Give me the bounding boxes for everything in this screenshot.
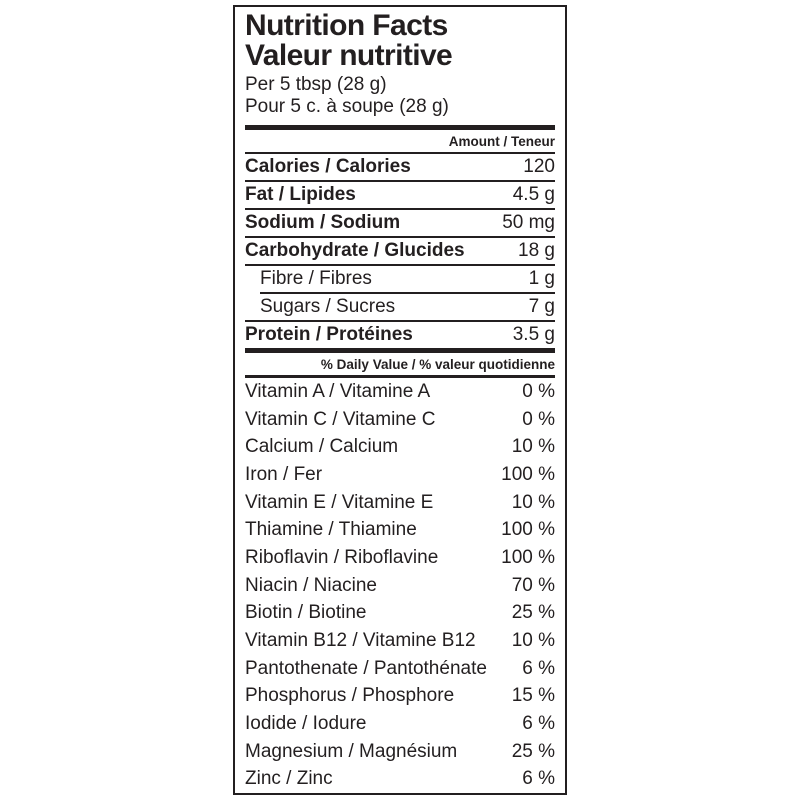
vitamin-row-niacin: Niacin / Niacine 70 % <box>245 572 555 600</box>
vitamin-value: 100 % <box>501 463 555 485</box>
vitamin-label: Vitamin B12 / Vitamine B12 <box>245 629 476 651</box>
vitamin-row-vitamin-a: Vitamin A / Vitamine A 0 % <box>245 378 555 406</box>
vitamin-value: 25 % <box>511 740 555 762</box>
vitamin-label: Zinc / Zinc <box>245 768 333 790</box>
thin-rule <box>245 208 555 210</box>
vitamin-label: Magnesium / Magnésium <box>245 740 458 762</box>
vitamin-label: Pantothenate / Pantothénate <box>245 657 487 679</box>
vitamin-row-pantothenate: Pantothenate / Pantothénate 6 % <box>245 655 555 683</box>
title-english: Nutrition Facts <box>245 9 448 42</box>
thick-separator-bar <box>245 348 555 353</box>
vitamin-row-vitamin-c: Vitamin C / Vitamine C 0 % <box>245 406 555 434</box>
vitamin-row-phosphorus: Phosphorus / Phosphore 15 % <box>245 682 555 710</box>
nutrient-value: 4.5 g <box>512 184 555 205</box>
vitamin-row-calcium: Calcium / Calcium 10 % <box>245 433 555 461</box>
nutrient-label: Carbohydrate / Glucides <box>245 240 465 261</box>
nutrient-label: Protein / Protéines <box>245 324 413 345</box>
vitamin-label: Vitamin C / Vitamine C <box>245 408 436 430</box>
medium-separator-bar <box>245 375 555 378</box>
serving-size-english: Per 5 tbsp (28 g) <box>245 74 387 95</box>
vitamin-label: Phosphorus / Phosphore <box>245 685 455 707</box>
vitamin-value: 15 % <box>511 685 555 707</box>
nutrient-label: Sugars / Sucres <box>260 296 396 317</box>
vitamins-section: Vitamin A / Vitamine A 0 % Vitamin C / V… <box>245 378 555 793</box>
nutrient-row-carbohydrate: Carbohydrate / Glucides 18 g <box>245 238 555 264</box>
nutrient-value: 1 g <box>528 268 555 289</box>
vitamin-value: 10 % <box>511 436 555 458</box>
thin-rule-indented <box>260 292 555 294</box>
serving-size-french: Pour 5 c. à soupe (28 g) <box>245 96 449 117</box>
vitamin-value: 70 % <box>511 574 555 596</box>
thin-rule <box>245 320 555 322</box>
nutrient-value: 50 mg <box>502 212 555 233</box>
vitamin-label: Thiamine / Thiamine <box>245 519 417 541</box>
vitamin-value: 0 % <box>522 380 555 402</box>
title-french: Valeur nutritive <box>245 39 453 72</box>
vitamin-value: 100 % <box>501 519 555 541</box>
nutrient-label: Calories / Calories <box>245 156 411 177</box>
nutrient-value: 120 <box>523 156 555 177</box>
nutrient-label: Fibre / Fibres <box>260 268 372 289</box>
vitamin-row-riboflavin: Riboflavin / Riboflavine 100 % <box>245 544 555 572</box>
thin-rule <box>245 180 555 182</box>
nutrition-facts-label: Nutrition Facts Valeur nutritive Per 5 t… <box>233 5 567 795</box>
vitamin-value: 6 % <box>522 657 555 679</box>
vitamin-row-thiamine: Thiamine / Thiamine 100 % <box>245 516 555 544</box>
vitamin-label: Vitamin E / Vitamine E <box>245 491 434 513</box>
vitamin-row-iron: Iron / Fer 100 % <box>245 461 555 489</box>
vitamin-value: 25 % <box>511 602 555 624</box>
nutrient-value: 3.5 g <box>512 324 555 345</box>
nutrient-row-sodium: Sodium / Sodium 50 mg <box>245 210 555 236</box>
nutrient-row-calories: Calories / Calories 120 <box>245 154 555 180</box>
thin-rule <box>245 264 555 266</box>
vitamin-label: Riboflavin / Riboflavine <box>245 546 439 568</box>
vitamin-value: 6 % <box>522 712 555 734</box>
vitamin-row-vitamin-e: Vitamin E / Vitamine E 10 % <box>245 489 555 517</box>
nutrient-row-protein: Protein / Protéines 3.5 g <box>245 322 555 348</box>
vitamin-row-vitamin-b12: Vitamin B12 / Vitamine B12 10 % <box>245 627 555 655</box>
vitamin-value: 6 % <box>522 768 555 790</box>
vitamin-label: Vitamin A / Vitamine A <box>245 380 431 402</box>
vitamin-label: Iodide / Iodure <box>245 712 367 734</box>
amount-column-header: Amount / Teneur <box>448 134 555 149</box>
nutrient-row-fibre: Fibre / Fibres 1 g <box>245 266 555 292</box>
vitamin-row-biotin: Biotin / Biotine 25 % <box>245 599 555 627</box>
nutrient-label: Fat / Lipides <box>245 184 356 205</box>
vitamin-value: 0 % <box>522 408 555 430</box>
daily-value-column-header: % Daily Value / % valeur quotidienne <box>320 357 555 372</box>
vitamin-row-zinc: Zinc / Zinc 6 % <box>245 765 555 793</box>
vitamin-label: Niacin / Niacine <box>245 574 377 596</box>
nutrient-row-fat: Fat / Lipides 4.5 g <box>245 182 555 208</box>
vitamin-label: Biotin / Biotine <box>245 602 367 624</box>
vitamin-label: Iron / Fer <box>245 463 323 485</box>
nutrient-row-sugars: Sugars / Sucres 7 g <box>245 294 555 320</box>
vitamin-row-magnesium: Magnesium / Magnésium 25 % <box>245 738 555 766</box>
vitamin-value: 100 % <box>501 546 555 568</box>
nutrient-value: 18 g <box>518 240 555 261</box>
thick-separator-bar <box>245 125 555 130</box>
vitamin-value: 10 % <box>511 491 555 513</box>
vitamin-value: 10 % <box>511 629 555 651</box>
thin-rule <box>245 236 555 238</box>
vitamin-row-iodide: Iodide / Iodure 6 % <box>245 710 555 738</box>
thin-rule <box>245 152 555 154</box>
nutrient-label: Sodium / Sodium <box>245 212 401 233</box>
nutrient-value: 7 g <box>528 296 555 317</box>
vitamin-label: Calcium / Calcium <box>245 436 399 458</box>
